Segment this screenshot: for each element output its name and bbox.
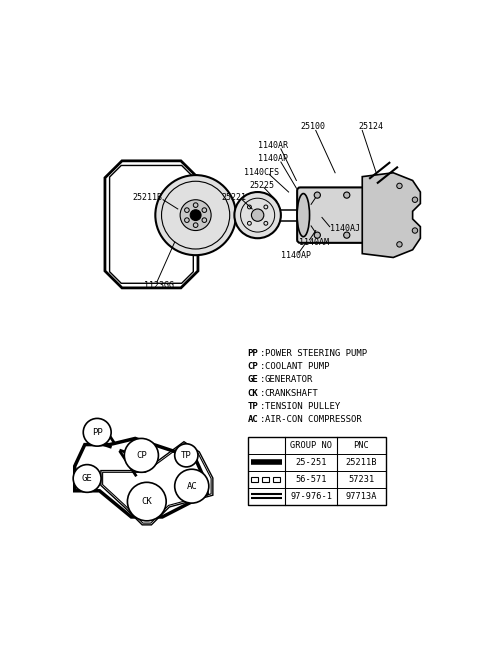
Bar <box>273 477 279 482</box>
Text: GE: GE <box>248 375 258 384</box>
Text: TENSION PULLEY: TENSION PULLEY <box>264 401 340 411</box>
Text: 25211B: 25211B <box>132 193 162 202</box>
Text: PP: PP <box>92 428 103 437</box>
Text: TP: TP <box>181 451 192 460</box>
Bar <box>262 477 269 482</box>
Text: PNC: PNC <box>354 441 369 450</box>
Ellipse shape <box>297 194 310 237</box>
Text: AC: AC <box>248 415 258 424</box>
Bar <box>248 437 385 505</box>
Text: GROUP NO: GROUP NO <box>290 441 332 450</box>
Text: CK: CK <box>142 497 152 506</box>
Text: AIR-CON COMPRESSOR: AIR-CON COMPRESSOR <box>264 415 361 424</box>
Circle shape <box>73 464 101 492</box>
Circle shape <box>344 192 350 198</box>
Text: :: : <box>260 375 265 384</box>
FancyBboxPatch shape <box>297 187 367 243</box>
Circle shape <box>314 192 321 198</box>
Polygon shape <box>109 166 193 283</box>
Text: 1140AR: 1140AR <box>258 141 288 150</box>
Text: 56-571: 56-571 <box>295 475 327 484</box>
Text: 25211B: 25211B <box>346 458 377 467</box>
Circle shape <box>252 209 264 221</box>
Circle shape <box>124 438 158 472</box>
Circle shape <box>156 175 236 255</box>
Text: COOLANT PUMP: COOLANT PUMP <box>264 362 329 371</box>
Text: CK: CK <box>248 388 258 397</box>
Polygon shape <box>103 444 211 523</box>
Text: 1140AJ: 1140AJ <box>330 225 360 233</box>
Text: 1140AM: 1140AM <box>299 238 329 246</box>
Text: CRANKSHAFT: CRANKSHAFT <box>264 388 318 397</box>
Text: :: : <box>260 350 265 358</box>
Text: 57231: 57231 <box>348 475 374 484</box>
Circle shape <box>127 482 166 521</box>
Circle shape <box>314 232 321 238</box>
Polygon shape <box>362 173 420 258</box>
Text: PP: PP <box>248 350 258 358</box>
Circle shape <box>412 197 418 202</box>
Text: GENERATOR: GENERATOR <box>264 375 313 384</box>
Circle shape <box>344 232 350 238</box>
Text: 25100: 25100 <box>300 122 325 131</box>
Text: 97-976-1: 97-976-1 <box>290 491 332 501</box>
Circle shape <box>180 200 211 231</box>
Text: GE: GE <box>82 474 93 483</box>
Circle shape <box>175 469 209 503</box>
Circle shape <box>175 444 198 467</box>
Circle shape <box>397 183 402 189</box>
Text: :: : <box>260 362 265 371</box>
Circle shape <box>234 192 281 238</box>
Text: 25-251: 25-251 <box>295 458 327 467</box>
Text: POWER STEERING PUMP: POWER STEERING PUMP <box>264 350 367 358</box>
Text: 25124: 25124 <box>359 122 384 131</box>
Text: 97713A: 97713A <box>346 491 377 501</box>
Text: :: : <box>260 388 265 397</box>
Text: CP: CP <box>248 362 258 371</box>
Text: :: : <box>260 401 265 411</box>
Text: 1140AP: 1140AP <box>281 251 311 260</box>
Text: 1140AP: 1140AP <box>258 154 288 164</box>
Text: 1123GG: 1123GG <box>144 281 174 290</box>
Text: 25225: 25225 <box>250 181 275 190</box>
Bar <box>251 477 258 482</box>
Circle shape <box>83 419 111 446</box>
Text: CP: CP <box>136 451 147 460</box>
Circle shape <box>397 242 402 247</box>
Text: :: : <box>260 415 265 424</box>
Text: 1140CFS: 1140CFS <box>244 168 279 177</box>
Text: AC: AC <box>186 482 197 491</box>
Text: TP: TP <box>248 401 258 411</box>
Text: 25221: 25221 <box>221 193 246 202</box>
Circle shape <box>190 210 201 221</box>
Circle shape <box>412 228 418 233</box>
